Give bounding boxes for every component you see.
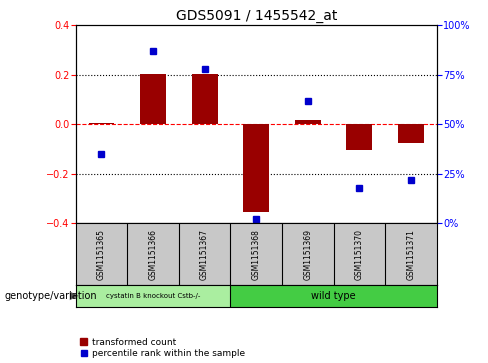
Text: genotype/variation: genotype/variation bbox=[5, 291, 98, 301]
Legend: transformed count, percentile rank within the sample: transformed count, percentile rank withi… bbox=[80, 338, 245, 359]
Text: GSM1151367: GSM1151367 bbox=[200, 229, 209, 280]
Bar bbox=[244, 124, 269, 212]
Text: GSM1151365: GSM1151365 bbox=[97, 229, 106, 280]
Bar bbox=[346, 124, 372, 150]
Bar bbox=[398, 124, 424, 143]
Text: cystatin B knockout Cstb-/-: cystatin B knockout Cstb-/- bbox=[106, 293, 200, 299]
Text: GSM1151368: GSM1151368 bbox=[252, 229, 261, 280]
Bar bbox=[192, 74, 218, 124]
Bar bbox=[230, 285, 437, 307]
Text: wild type: wild type bbox=[311, 291, 356, 301]
Text: GSM1151370: GSM1151370 bbox=[355, 229, 364, 280]
Text: GSM1151366: GSM1151366 bbox=[148, 229, 158, 280]
Bar bbox=[140, 74, 166, 124]
Text: GSM1151369: GSM1151369 bbox=[303, 229, 312, 280]
Bar bbox=[88, 123, 114, 124]
Text: GSM1151371: GSM1151371 bbox=[407, 229, 415, 280]
Title: GDS5091 / 1455542_at: GDS5091 / 1455542_at bbox=[176, 9, 337, 23]
Bar bbox=[295, 120, 321, 124]
